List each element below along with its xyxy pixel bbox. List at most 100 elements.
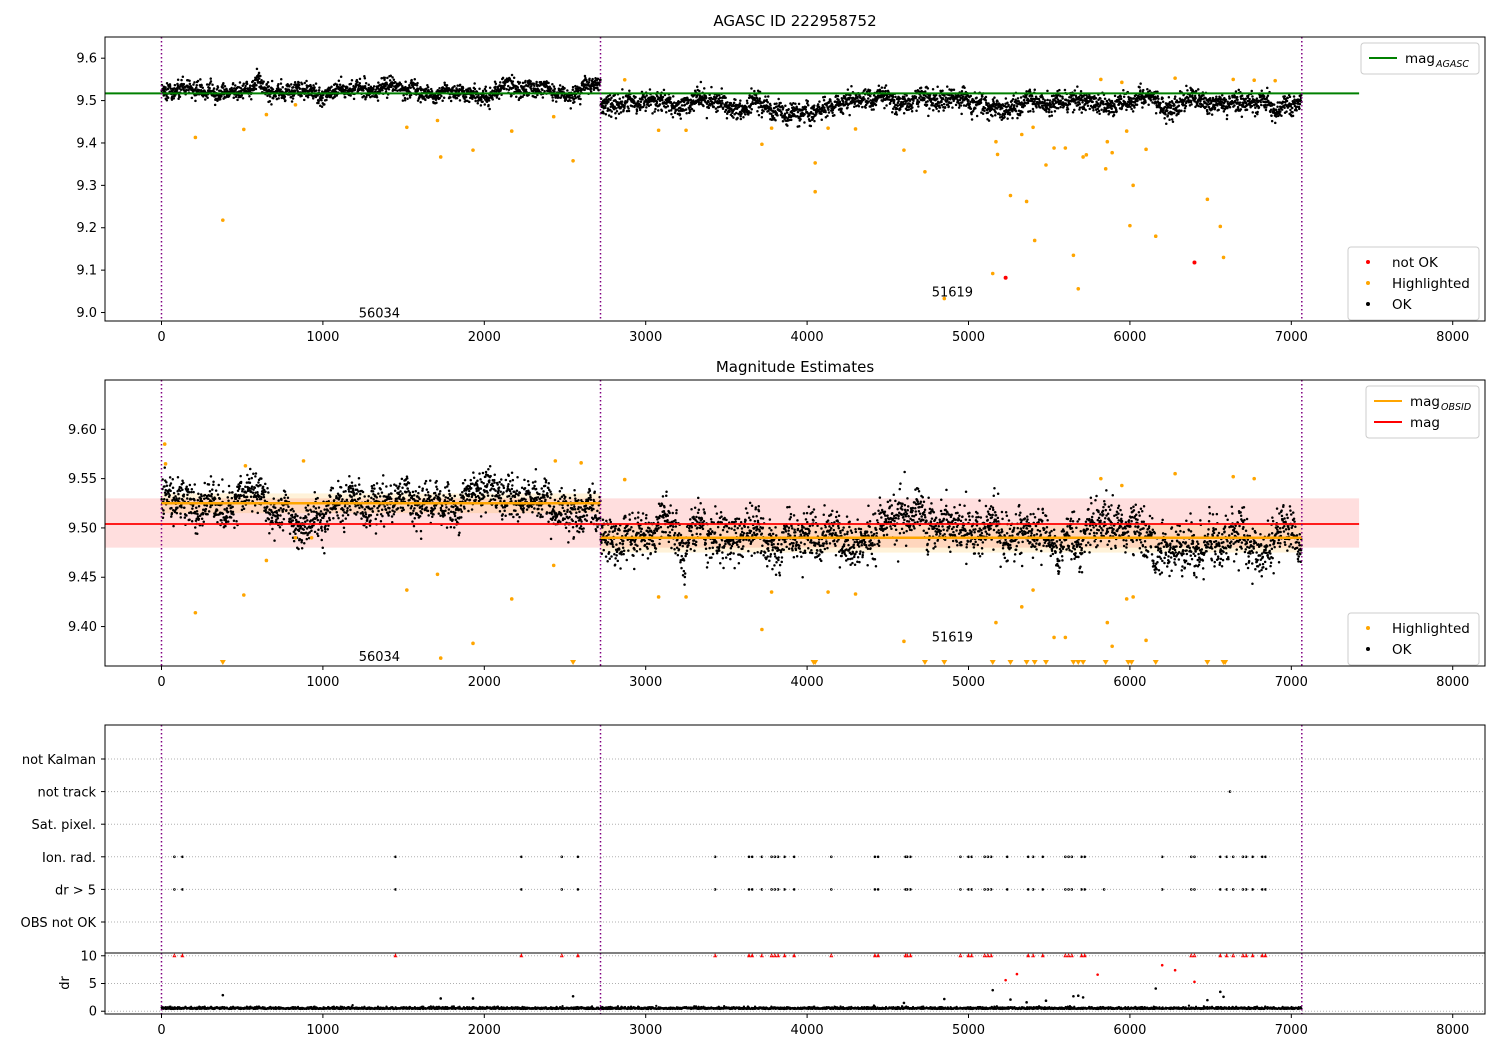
highlighted-point [902, 148, 906, 152]
dr-point [1160, 963, 1164, 967]
x-tick-label: 6000 [1113, 675, 1146, 690]
dr-point [571, 994, 575, 998]
highlighted-point [264, 112, 269, 117]
flag-point [747, 855, 751, 859]
y-tick-label: 9.0 [76, 306, 97, 321]
flag-point [1264, 855, 1267, 859]
highlighted-point [162, 442, 167, 446]
flag-point [970, 855, 974, 859]
y-tick-label: 9.5 [76, 94, 97, 109]
ok-points [160, 67, 602, 111]
flag-point [394, 888, 397, 891]
highlighted-point [1105, 620, 1110, 625]
flag-point [1080, 888, 1083, 891]
highlighted-point [1252, 476, 1256, 481]
x-tick-label: 7000 [1275, 1023, 1308, 1038]
y-tick-label: 9.60 [68, 423, 97, 438]
x-tick-label: 0 [157, 1023, 165, 1038]
panel-flags: not Kalman not track Sat. pixel. Ion. rad. d… [21, 724, 1486, 954]
obsid-label: 51619 [932, 630, 973, 645]
y-tick-label: 9.50 [68, 521, 97, 536]
x-tick-label: 6000 [1113, 330, 1146, 345]
obsid-label: 56034 [359, 307, 400, 322]
y-tick-label: 9.55 [68, 472, 97, 487]
flag-category-label: dr > 5 [55, 883, 96, 898]
legend-dot-swatch [1366, 281, 1370, 285]
dr-point [1096, 973, 1099, 976]
highlighted-point [1173, 76, 1177, 80]
highlighted-point [405, 125, 409, 130]
legend-mag-lines [1365, 385, 1480, 439]
flag-point [1244, 855, 1248, 859]
legend-label: mag [1410, 415, 1440, 431]
highlighted-point [1103, 167, 1108, 171]
highlighted-point [1273, 78, 1277, 83]
flag-point [576, 888, 580, 891]
legend-label: Highlighted [1392, 621, 1470, 637]
flag-point [783, 888, 786, 891]
highlighted-point [551, 563, 556, 568]
y-tick-label: 9.1 [76, 264, 97, 279]
highlighted-point [1052, 146, 1056, 150]
dr-point [221, 993, 225, 997]
highlighted-point [813, 161, 817, 165]
panel-agasc: 0 1000 2000 3000 4000 5000 6000 7000 8000 9.0 9.1 9… [76, 36, 1486, 345]
chart-title-agasc: AGASC ID 222958752 [713, 12, 876, 30]
dr-point [1076, 994, 1080, 997]
legend-label: OK [1392, 642, 1413, 658]
highlighted-point [853, 127, 858, 131]
legend-subscript: AGASC [1435, 59, 1469, 70]
highlighted-point [1144, 147, 1148, 152]
offscale-marker [570, 660, 577, 665]
dr-point [942, 997, 946, 1001]
highlighted-point [1076, 286, 1081, 291]
x-tick-label: 0 [157, 675, 165, 690]
highlighted-point [1205, 197, 1210, 202]
highlighted-point [1008, 193, 1013, 198]
flag-point [1160, 888, 1164, 891]
highlighted-point [553, 459, 558, 463]
x-tick-label: 2000 [468, 330, 501, 345]
flag-point [876, 855, 880, 859]
highlighted-point [1218, 224, 1223, 229]
highlighted-point [405, 588, 409, 592]
highlighted-point [293, 103, 298, 107]
dr-point [1025, 1001, 1028, 1004]
flag-point [1026, 855, 1030, 859]
x-tick-label: 4000 [791, 675, 824, 690]
ok-points [160, 465, 602, 555]
highlighted-point [1110, 644, 1114, 649]
highlighted-point [760, 142, 764, 147]
highlighted-point [435, 118, 440, 123]
flag-point [750, 888, 754, 891]
legend-label: not OK [1392, 255, 1439, 271]
flag-point [1041, 888, 1045, 891]
highlighted-point [942, 296, 947, 301]
highlighted-point [1120, 483, 1124, 488]
highlighted-point [509, 597, 514, 601]
flag-point [1225, 855, 1229, 859]
y-tick-label: 5 [89, 977, 97, 992]
dr-point [991, 988, 995, 992]
dr-point [1015, 972, 1019, 976]
x-tick-label: 1000 [306, 1023, 339, 1038]
highlighted-point [1110, 150, 1114, 155]
highlighted-point [264, 558, 269, 563]
highlighted-point [923, 169, 927, 174]
dr-point [1044, 999, 1048, 1002]
flag-category-label: not Kalman [22, 753, 96, 768]
highlighted-point [1144, 638, 1148, 643]
plot-frame-magnitude [104, 379, 1486, 667]
flag-point [967, 855, 970, 859]
flag-point [181, 888, 184, 891]
flag-point [1251, 855, 1254, 859]
highlighted-point [1044, 163, 1048, 167]
flag-point [967, 888, 970, 891]
chart-title-magnitude-estimates: Magnitude Estimates [716, 358, 874, 376]
highlighted-point [1063, 146, 1068, 150]
highlighted-point [769, 126, 774, 130]
highlighted-point [1173, 471, 1177, 476]
highlighted-point [1231, 474, 1236, 479]
x-tick-label: 3000 [629, 1023, 662, 1038]
offscale-marker [219, 660, 226, 665]
